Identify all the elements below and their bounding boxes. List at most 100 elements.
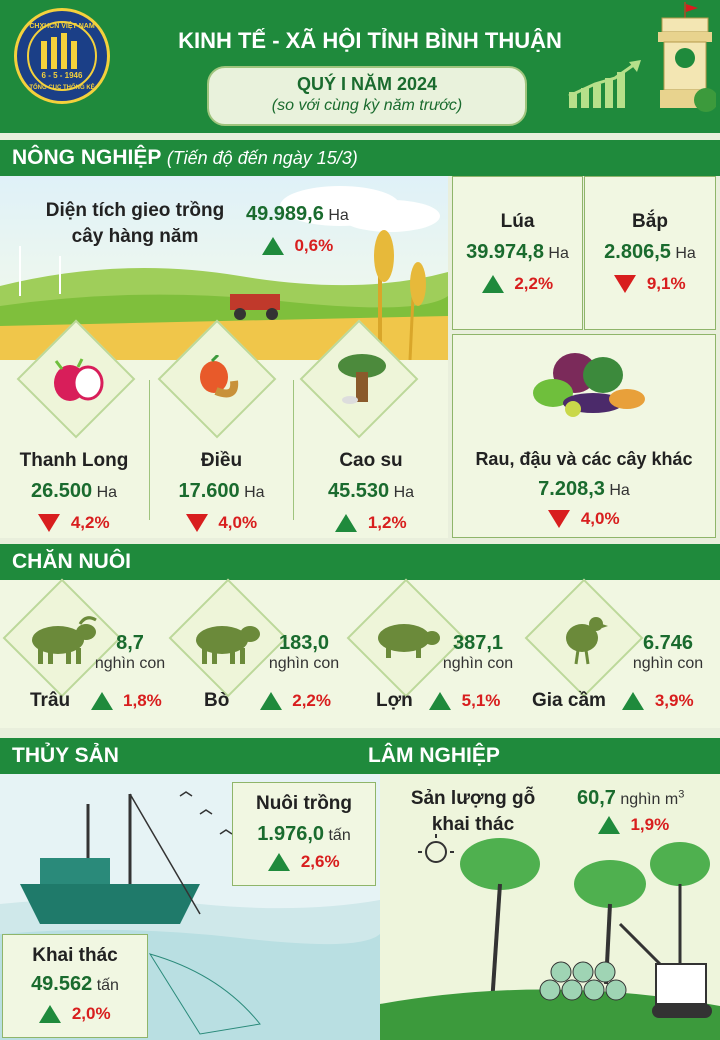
increase-arrow-icon bbox=[481, 275, 504, 293]
vegetables-unit: Ha bbox=[609, 482, 630, 499]
fishing-catch-label: Khai thác bbox=[32, 945, 118, 966]
dragon-fruit-value: 26.500 bbox=[30, 480, 93, 502]
cow-unit: nghìn con bbox=[268, 655, 340, 672]
pig-change: 5,1% bbox=[461, 691, 501, 710]
cashew-unit: Ha bbox=[244, 484, 265, 501]
increase-arrow-icon bbox=[259, 692, 282, 710]
section-agriculture: NÔNG NGHIỆP (Tiến độ đến ngày 15/3) bbox=[0, 140, 720, 176]
fishing-catch-card: Khai thác 49.562 tấn 2,0% bbox=[2, 934, 148, 1038]
pig-row: Lợn 5,1% bbox=[376, 690, 500, 712]
vegetables-value: 7.208,3 bbox=[538, 478, 605, 500]
forest-logging-illustration bbox=[380, 774, 720, 1040]
timber-value-row: 60,7 nghìn m3 bbox=[577, 787, 684, 810]
aquaculture-unit: tấn bbox=[328, 827, 351, 844]
corn-card: Bắp 2.806,5 Ha 9,1% bbox=[584, 176, 716, 330]
cashew-label: Điều bbox=[200, 450, 243, 471]
fishing-catch-value: 49.562 bbox=[31, 973, 93, 995]
poultry-unit: nghìn con bbox=[632, 655, 704, 672]
aquaculture-card: Nuôi trồng 1.976,0 tấn 2,6% bbox=[232, 782, 376, 886]
planted-area-value-row: 49.989,6 Ha bbox=[246, 203, 349, 226]
fishing-catch-unit: tấn bbox=[96, 977, 119, 994]
pig-unit: nghìn con bbox=[442, 655, 514, 672]
increase-arrow-icon bbox=[429, 692, 452, 710]
timber-label: Sản lượng gỗ khai thác bbox=[398, 788, 548, 836]
dragon-fruit-unit: Ha bbox=[96, 484, 118, 501]
section-forestry-title: LÂM NGHIỆP bbox=[368, 744, 500, 767]
rubber-card: Cao su 45.530 Ha 1,2% bbox=[294, 450, 448, 533]
cow-label: Bò bbox=[204, 690, 230, 711]
dragon-fruit-icon bbox=[54, 358, 104, 401]
tower-icon bbox=[658, 2, 716, 112]
pig-label: Lợn bbox=[376, 690, 413, 711]
cow-icon bbox=[196, 626, 260, 664]
timber-label-line2: khai thác bbox=[431, 814, 515, 835]
chicken-icon bbox=[566, 617, 608, 665]
planted-area-label: Diện tích gieo trồng cây hàng năm bbox=[45, 200, 225, 247]
cashew-value: 17.600 bbox=[178, 480, 240, 502]
dragon-fruit-card: Thanh Long 26.500 Ha 4,2% bbox=[0, 450, 148, 533]
cashew-card: Điều 17.600 Ha 4,0% bbox=[150, 450, 293, 533]
section-fishery: THỦY SẢN bbox=[0, 738, 356, 774]
buffalo-value: 8,7 bbox=[116, 632, 144, 654]
pig-stats: 387,1 nghìn con bbox=[432, 632, 524, 673]
farm-field-illustration bbox=[0, 176, 448, 360]
logo-date-text: 6 - 5 - 1946 bbox=[41, 71, 83, 80]
section-livestock: CHĂN NUÔI bbox=[0, 544, 720, 580]
buffalo-row: Trâu 1,8% bbox=[30, 690, 162, 712]
increase-arrow-icon bbox=[39, 1005, 62, 1023]
vegetables-card: Rau, đậu và các cây khác 7.208,3 Ha 4,0% bbox=[452, 334, 716, 538]
divider bbox=[293, 380, 294, 520]
aquaculture-label: Nuôi trồng bbox=[255, 793, 353, 814]
poultry-value: 6.746 bbox=[642, 632, 694, 654]
planted-area-change: 0,6% bbox=[294, 236, 334, 255]
growth-chart-icon bbox=[568, 60, 641, 108]
buffalo-change: 1,8% bbox=[123, 691, 162, 710]
aquaculture-value: 1.976,0 bbox=[257, 823, 325, 845]
decrease-arrow-icon bbox=[548, 510, 571, 528]
poultry-label: Gia cầm bbox=[532, 690, 606, 711]
rubber-label: Cao su bbox=[339, 450, 403, 471]
decrease-arrow-icon bbox=[185, 514, 208, 532]
cow-change: 2,2% bbox=[292, 691, 331, 710]
timber-unit: nghìn m bbox=[620, 791, 679, 808]
fishing-catch-change: 2,0% bbox=[71, 1004, 111, 1023]
page-title: KINH TẾ - XÃ HỘI TỈNH BÌNH THUẬN bbox=[178, 28, 562, 53]
poultry-change: 3,9% bbox=[654, 691, 694, 710]
decrease-arrow-icon bbox=[614, 275, 637, 293]
timber-unit-superscript: 3 bbox=[678, 788, 685, 801]
dragon-fruit-label: Thanh Long bbox=[19, 450, 129, 471]
pig-value: 387,1 bbox=[452, 632, 504, 654]
corn-label: Bắp bbox=[632, 211, 668, 232]
buffalo-label: Trâu bbox=[30, 690, 71, 711]
rubber-unit: Ha bbox=[393, 484, 415, 501]
poultry-row: Gia cầm 3,9% bbox=[532, 690, 694, 712]
cow-row: Bò 2,2% bbox=[204, 690, 331, 712]
buffalo-stats: 8,7 nghìn con bbox=[84, 632, 176, 673]
timber-value: 60,7 bbox=[577, 787, 616, 809]
rubber-tree-icon bbox=[338, 354, 386, 404]
vegetables-change: 4,0% bbox=[580, 509, 620, 528]
section-agriculture-title: NÔNG NGHIỆP bbox=[12, 146, 161, 169]
cashew-change: 4,0% bbox=[218, 513, 258, 532]
section-agriculture-note: (Tiến độ đến ngày 15/3) bbox=[166, 148, 358, 168]
pig-icon bbox=[378, 624, 440, 658]
timber-change-row: 1,9% bbox=[598, 815, 669, 835]
increase-arrow-icon bbox=[335, 514, 358, 532]
quarter-title: QUÝ I NĂM 2024 bbox=[296, 74, 438, 94]
corn-change: 9,1% bbox=[646, 274, 686, 293]
increase-arrow-icon bbox=[262, 237, 284, 255]
corn-value: 2.806,5 bbox=[604, 241, 671, 263]
logo-bottom-text: TỔNG CỤC THỐNG KÊ bbox=[29, 85, 95, 91]
quarter-box: QUÝ I NĂM 2024 (so với cùng kỳ năm trước… bbox=[207, 66, 527, 126]
decrease-arrow-icon bbox=[38, 514, 61, 532]
increase-arrow-icon bbox=[622, 692, 645, 710]
rubber-value: 45.530 bbox=[327, 480, 390, 502]
increase-arrow-icon bbox=[268, 853, 291, 871]
rice-change: 2,2% bbox=[514, 274, 554, 293]
vegetables-icon bbox=[533, 353, 645, 417]
rice-value: 39.974,8 bbox=[466, 241, 544, 263]
rubber-change: 1,2% bbox=[367, 513, 407, 532]
divider bbox=[149, 380, 150, 520]
planted-area-unit: Ha bbox=[328, 207, 349, 224]
poultry-stats: 6.746 nghìn con bbox=[622, 632, 714, 673]
